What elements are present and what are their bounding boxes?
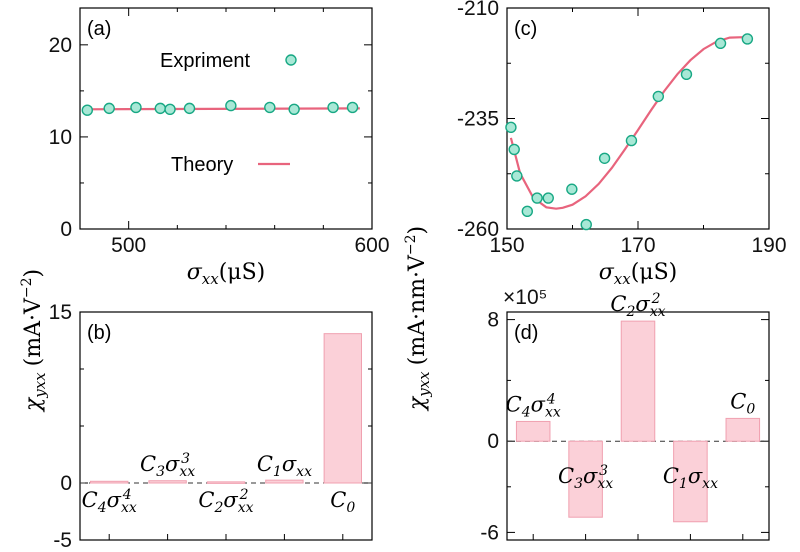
y-tick-label: 20 [49,34,72,57]
data-point [598,152,611,164]
panel-c: -260 -235 -210 150 170 190 σxx(μS) (c) [457,0,787,288]
x-tick-label: 190 [751,234,786,257]
panel-label-d: (d) [514,322,538,344]
panel-a: 0 10 20 500 600 σxx(μS) Expriment Theory (a) [49,7,390,288]
data-point [508,143,520,156]
y-tick-label: 0 [60,472,72,495]
bar [620,320,656,442]
x-tick-label: 150 [489,234,524,257]
legend-label-theory: Theory [171,154,233,176]
y-tick-label: 10 [49,126,72,149]
panel-d: -6 0 8 C4σxx4 C3σxx3 C2σxx2 C1σxx C0 ×10⁵ (d) [480,286,770,544]
bar-label: C3σxx3 [558,463,613,492]
right-ylabel: χyxx(mA·nm·V−2) [403,226,433,412]
data-point [580,218,592,231]
svg-text:χyxx(mA·V−2): χyxx(mA·V−2) [19,269,49,413]
legend-label-experiment: Expriment [160,50,250,72]
bar-label: C1σxx [663,464,718,492]
data-point [327,101,339,114]
theory-curve [509,36,750,210]
y-tick-label: 0 [487,430,499,453]
bar-label: C4σxx4 [506,391,561,420]
data-point [680,68,693,81]
data-point [130,101,142,114]
x-tick-label: 600 [354,234,389,257]
data-point [625,134,638,147]
data-point [521,205,534,218]
data-point [542,192,554,204]
bar [206,481,246,484]
x-tick-label: 170 [620,234,655,257]
plot-frame [79,7,373,230]
y-tick-label: 0 [60,218,72,241]
bar-label: C4σxx4 [82,487,137,516]
panel-label-a: (a) [87,18,111,40]
bar [515,420,551,442]
bar [323,333,362,484]
bar [148,480,187,484]
data-point [741,33,754,45]
bar-label: C2σxx2 [198,487,253,516]
theory-curve [82,107,360,111]
panel-label-b: (b) [87,322,111,344]
data-point [264,101,276,114]
data-point [346,101,359,114]
bar [90,480,129,484]
data-point [103,102,115,115]
bar [568,440,603,518]
panel-label-c: (c) [514,18,537,40]
y-multiplier: ×10⁵ [503,286,547,309]
y-tick-label: -6 [480,521,499,544]
data-point [714,37,727,50]
x-axis-label: σxx(μS) [599,260,678,288]
bar [265,479,304,484]
data-point [288,103,300,115]
data-point [164,103,176,115]
data-point [511,170,523,182]
y-tick-label: -260 [457,218,499,241]
left-ylabel: χyxx(mA·V−2) [19,269,49,413]
data-point [81,104,94,116]
bar-label: C0 [730,389,755,417]
bar [725,417,761,442]
y-tick-label: 15 [49,301,72,324]
x-tick-label: 500 [111,234,146,257]
y-tick-label: -5 [53,529,72,552]
data-point [183,102,196,115]
data-point [505,121,517,134]
data-point [652,90,665,103]
bar-label: C1σxx [257,452,312,480]
x-axis-label: σxx(μS) [187,260,266,288]
y-tick-label: -210 [457,0,499,20]
bar-label: C0 [330,488,355,516]
bar-label: C2σxx2 [610,291,665,320]
y-tick-label: -235 [457,108,499,131]
bar-label: C3σxx3 [140,451,195,480]
data-point [225,99,237,112]
data-point [566,183,578,195]
svg-text:χyxx(mA·nm·V−2): χyxx(mA·nm·V−2) [403,226,433,412]
data-point [531,192,543,204]
legend-marker-experiment [285,54,297,66]
data-point [154,102,167,115]
bar [673,440,708,523]
y-tick-label: 8 [487,309,499,332]
